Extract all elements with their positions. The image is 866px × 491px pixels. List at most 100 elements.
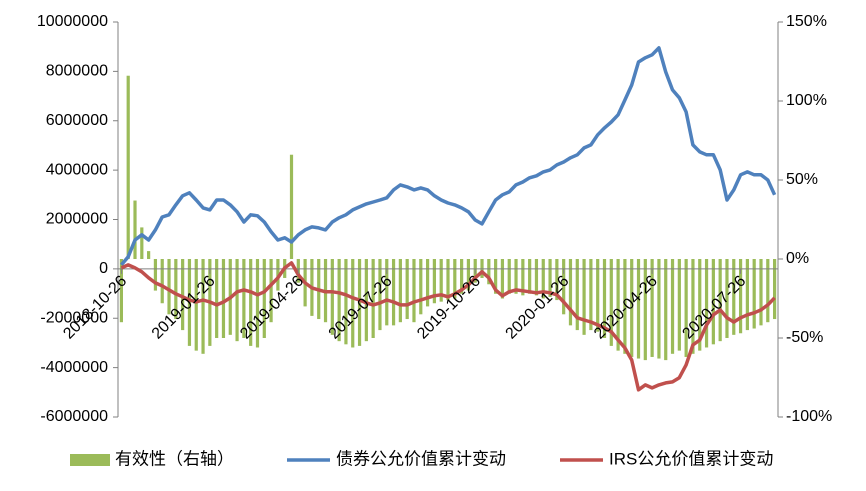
bar: [221, 259, 226, 338]
bar: [432, 259, 436, 304]
bar: [425, 259, 430, 307]
y2-tick-label: 0%: [786, 250, 809, 267]
bar: [575, 259, 579, 331]
bar: [133, 200, 137, 259]
bar: [391, 259, 396, 326]
bar: [153, 259, 158, 291]
y-tick-label: -4000000: [40, 359, 108, 376]
bar: [711, 259, 715, 345]
bar: [385, 259, 389, 326]
bar: [745, 259, 749, 331]
bar: [670, 259, 675, 354]
line-series: [120, 46, 777, 267]
bar: [140, 227, 144, 259]
bar: [568, 259, 573, 326]
bar: [344, 259, 348, 345]
legend: 有效性（右轴） 债券公允价值累计变动 IRS公允价值累计变动: [70, 449, 773, 468]
bar: [630, 259, 634, 357]
bar: [235, 259, 239, 342]
bar: [548, 259, 552, 297]
bar: [528, 259, 532, 294]
bar: [215, 259, 219, 338]
bar: [126, 75, 130, 259]
bar: [684, 259, 688, 357]
y2-tick-label: 50%: [786, 171, 818, 188]
bar: [194, 259, 198, 351]
bar: [589, 259, 593, 331]
bar: [772, 259, 777, 320]
bar: [460, 259, 464, 294]
bar: [487, 259, 491, 285]
bar: [718, 259, 722, 342]
bar: [337, 259, 341, 342]
bar: [453, 259, 457, 299]
line-series: [120, 261, 776, 392]
bar: [562, 259, 566, 315]
bar: [446, 259, 450, 301]
bar: [167, 259, 171, 315]
bar: [623, 259, 627, 354]
bar: [398, 259, 402, 323]
bar: [419, 259, 423, 315]
bar: [364, 259, 368, 342]
bar: [691, 259, 695, 354]
bar: [160, 259, 164, 304]
legend-label: 有效性（右轴）: [115, 449, 234, 468]
bar: [269, 259, 273, 323]
y-tick-label: 8000000: [46, 63, 108, 80]
bar: [357, 259, 362, 346]
bar: [636, 259, 641, 359]
y-tick-label: 6000000: [46, 112, 108, 129]
y-tick-label: -2000000: [40, 309, 108, 326]
bar: [249, 259, 253, 346]
legend-label: 债券公允价值累计变动: [336, 449, 506, 468]
bar: [174, 259, 178, 320]
bar: [412, 259, 416, 323]
bar: [596, 259, 600, 332]
y2-tick-label: -100%: [786, 408, 832, 425]
bar: [698, 259, 702, 351]
y2-tick-label: 150%: [786, 13, 827, 30]
bar: [187, 259, 192, 346]
legend-swatch: [70, 454, 110, 466]
bar: [242, 259, 246, 338]
bar: [262, 259, 266, 338]
bar: [378, 259, 382, 331]
bar: [534, 259, 539, 296]
bar: [677, 259, 681, 351]
bar: [521, 259, 525, 296]
y-tick-label: 10000000: [37, 13, 108, 30]
bar: [255, 259, 260, 348]
x-tick-label: 2018-10-26: [60, 273, 130, 343]
y2-tick-label: 100%: [786, 92, 827, 109]
bar: [201, 259, 205, 354]
bar: [766, 259, 770, 323]
y-tick-label: 0: [99, 260, 108, 277]
bar: [494, 259, 498, 294]
bar: [439, 259, 443, 302]
bar: [507, 259, 511, 294]
bar: [500, 259, 505, 299]
bar: [738, 259, 743, 334]
bar: [514, 259, 518, 294]
bar: [650, 259, 654, 357]
bar: [466, 259, 471, 291]
legend-label: IRS公允价值累计变动: [609, 449, 773, 468]
bar: [289, 154, 294, 259]
y-tick-label: 4000000: [46, 161, 108, 178]
bar: [616, 259, 620, 351]
bar: [371, 259, 375, 338]
bar: [732, 259, 736, 335]
bar: [541, 259, 545, 299]
y-tick-label: 2000000: [46, 211, 108, 228]
bar: [759, 259, 763, 326]
bar: [555, 259, 559, 301]
bar: [657, 259, 661, 359]
bar: [181, 259, 185, 331]
bar: [405, 259, 409, 320]
bar: [582, 259, 586, 335]
bar: [643, 259, 647, 361]
bar: [609, 259, 613, 346]
y-tick-label: -6000000: [40, 408, 108, 425]
